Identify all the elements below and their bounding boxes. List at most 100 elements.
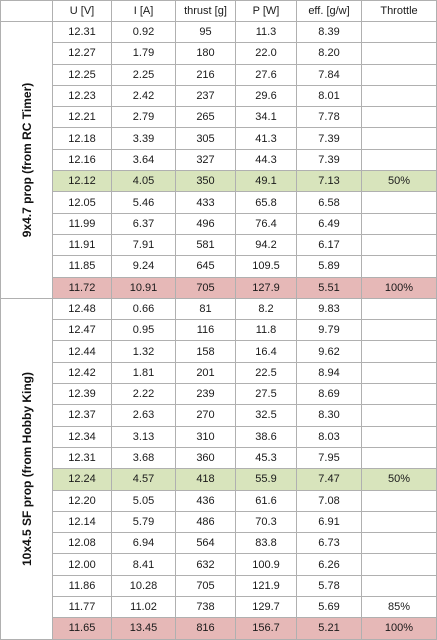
- voltage-cell: 12.08: [52, 532, 112, 555]
- efficiency-cell: 5.69: [296, 596, 362, 619]
- table-row: 12.24 4.57 418 55.9 7.47 50%: [1, 468, 437, 491]
- voltage-cell: 12.39: [52, 383, 112, 406]
- current-cell: 6.37: [111, 212, 176, 235]
- current-cell: 2.63: [111, 404, 176, 427]
- throttle-cell: [361, 20, 437, 44]
- thrust-cell: 632: [175, 553, 236, 576]
- voltage-cell: 11.86: [52, 574, 112, 598]
- voltage-cell: 12.25: [52, 63, 112, 86]
- current-cell: 4.57: [111, 468, 176, 491]
- voltage-cell: 12.16: [52, 148, 112, 172]
- table-row: 12.12 4.05 350 49.1 7.13 50%: [1, 170, 437, 193]
- thrust-cell: 433: [175, 191, 236, 214]
- table-body: 9x4.7 prop (from RC Timer) 12.31 0.92 95 11.…: [0, 20, 437, 640]
- current-cell: 6.94: [111, 532, 176, 555]
- throttle-cell: [361, 532, 437, 555]
- thrust-cell: 81: [175, 297, 236, 321]
- current-cell: 5.05: [111, 489, 176, 512]
- table-row: 12.18 3.39 305 41.3 7.39: [1, 127, 437, 150]
- throttle-cell: [361, 233, 437, 257]
- current-cell: 7.91: [111, 233, 176, 257]
- throttle-cell: 100%: [361, 617, 437, 640]
- thrust-cell: 239: [175, 383, 236, 406]
- current-cell: 8.41: [111, 553, 176, 576]
- throttle-cell: [361, 404, 437, 427]
- power-cell: 22.0: [235, 42, 297, 65]
- current-cell: 0.95: [111, 319, 176, 342]
- power-cell: 121.9: [235, 574, 297, 598]
- voltage-cell: 12.23: [52, 84, 112, 108]
- efficiency-cell: 8.30: [296, 404, 362, 427]
- power-cell: 32.5: [235, 404, 297, 427]
- power-cell: 156.7: [235, 617, 297, 640]
- power-cell: 11.8: [235, 319, 297, 342]
- table-row: 12.14 5.79 486 70.3 6.91: [1, 510, 437, 534]
- power-cell: 41.3: [235, 127, 297, 150]
- efficiency-cell: 8.20: [296, 42, 362, 65]
- thrust-cell: 237: [175, 84, 236, 108]
- efficiency-cell: 9.83: [296, 297, 362, 321]
- throttle-cell: [361, 489, 437, 512]
- table-row: 11.86 10.28 705 121.9 5.78: [1, 574, 437, 598]
- throttle-cell: [361, 127, 437, 150]
- throttle-cell: [361, 574, 437, 598]
- throttle-cell: [361, 212, 437, 235]
- efficiency-cell: 5.89: [296, 255, 362, 278]
- thrust-cell: 95: [175, 20, 236, 44]
- thrust-cell: 327: [175, 148, 236, 172]
- efficiency-cell: 7.13: [296, 170, 362, 193]
- throttle-cell: [361, 297, 437, 321]
- power-cell: 16.4: [235, 340, 297, 363]
- voltage-cell: 12.27: [52, 42, 112, 65]
- current-cell: 9.24: [111, 255, 176, 278]
- throttle-cell: 85%: [361, 596, 437, 619]
- current-cell: 1.32: [111, 340, 176, 363]
- throttle-cell: [361, 148, 437, 172]
- throttle-cell: 50%: [361, 170, 437, 193]
- voltage-cell: 12.47: [52, 319, 112, 342]
- thrust-cell: 486: [175, 510, 236, 534]
- thrust-cell: 705: [175, 574, 236, 598]
- efficiency-cell: 5.51: [296, 276, 362, 299]
- throttle-cell: 100%: [361, 276, 437, 299]
- corner-cell: [0, 0, 53, 22]
- table-row: 12.08 6.94 564 83.8 6.73: [1, 532, 437, 555]
- table-row: 12.23 2.42 237 29.6 8.01: [1, 84, 437, 108]
- table-row: 12.34 3.13 310 38.6 8.03: [1, 425, 437, 448]
- power-cell: 27.5: [235, 383, 297, 406]
- table-row: 12.31 3.68 360 45.3 7.95: [1, 446, 437, 470]
- table-row: 12.21 2.79 265 34.1 7.78: [1, 106, 437, 129]
- table-row: 12.05 5.46 433 65.8 6.58: [1, 191, 437, 214]
- group-label: 10x4.5 SF prop (from Hobby King): [19, 371, 34, 566]
- efficiency-cell: 6.58: [296, 191, 362, 214]
- voltage-cell: 12.12: [52, 170, 112, 193]
- power-cell: 109.5: [235, 255, 297, 278]
- table-row: 12.16 3.64 327 44.3 7.39: [1, 148, 437, 172]
- current-cell: 11.02: [111, 596, 176, 619]
- throttle-cell: [361, 319, 437, 342]
- voltage-cell: 12.00: [52, 553, 112, 576]
- power-cell: 49.1: [235, 170, 297, 193]
- power-cell: 65.8: [235, 191, 297, 214]
- current-cell: 2.25: [111, 63, 176, 86]
- throttle-cell: [361, 510, 437, 534]
- current-cell: 2.42: [111, 84, 176, 108]
- thrust-cell: 350: [175, 170, 236, 193]
- table-row: 12.20 5.05 436 61.6 7.08: [1, 489, 437, 512]
- current-cell: 3.68: [111, 446, 176, 470]
- power-cell: 27.6: [235, 63, 297, 86]
- efficiency-cell: 7.08: [296, 489, 362, 512]
- throttle-cell: [361, 255, 437, 278]
- thrust-cell: 360: [175, 446, 236, 470]
- efficiency-cell: 7.78: [296, 106, 362, 129]
- power-cell: 11.3: [235, 20, 297, 44]
- efficiency-cell: 7.47: [296, 468, 362, 491]
- table-row: 12.42 1.81 201 22.5 8.94: [1, 361, 437, 385]
- power-cell: 94.2: [235, 233, 297, 257]
- throttle-cell: [361, 191, 437, 214]
- efficiency-cell: 9.62: [296, 340, 362, 363]
- voltage-cell: 11.85: [52, 255, 112, 278]
- current-cell: 5.46: [111, 191, 176, 214]
- thrust-cell: 581: [175, 233, 236, 257]
- throttle-cell: [361, 383, 437, 406]
